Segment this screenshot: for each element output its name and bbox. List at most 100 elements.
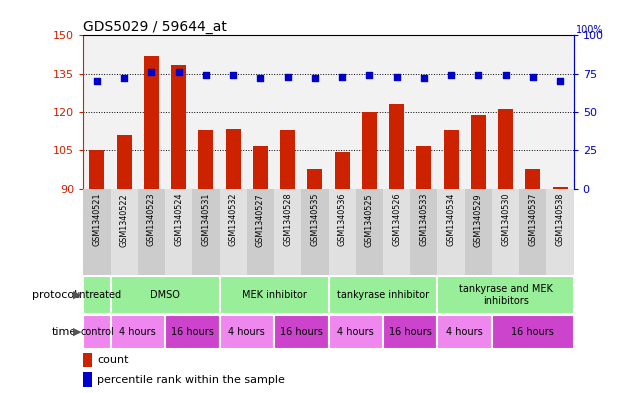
Text: MEK inhibitor: MEK inhibitor (242, 290, 306, 300)
Bar (83, 372, 92, 387)
Bar (492, 189, 519, 275)
Bar (438, 276, 574, 314)
Point (119, 75, 129, 81)
Bar (165, 315, 219, 349)
Bar (362, 112, 377, 189)
Text: GSM1340522: GSM1340522 (120, 193, 129, 246)
Text: GSM1340525: GSM1340525 (365, 193, 374, 246)
Bar (192, 189, 219, 275)
Bar (111, 276, 219, 314)
Text: time: time (52, 327, 77, 337)
Text: GSM1340524: GSM1340524 (174, 193, 183, 246)
Text: ▶: ▶ (73, 290, 81, 300)
Bar (274, 189, 301, 275)
Bar (111, 189, 138, 275)
Point (392, 73, 402, 80)
Bar (526, 169, 540, 189)
Text: percentile rank within the sample: percentile rank within the sample (97, 375, 285, 385)
Text: count: count (97, 355, 129, 365)
Bar (171, 65, 186, 189)
Bar (138, 189, 165, 275)
Bar (389, 104, 404, 189)
Bar (301, 189, 329, 275)
Bar (410, 189, 438, 275)
Text: GSM1340529: GSM1340529 (474, 193, 483, 246)
Bar (83, 353, 92, 367)
Point (228, 72, 238, 78)
Bar (329, 189, 356, 275)
Text: GSM1340537: GSM1340537 (528, 193, 537, 246)
Text: tankyrase inhibitor: tankyrase inhibitor (337, 290, 429, 300)
Bar (438, 315, 492, 349)
Point (174, 69, 184, 75)
Point (92, 78, 102, 84)
Text: GSM1340535: GSM1340535 (310, 193, 319, 246)
Point (555, 78, 565, 84)
Point (146, 69, 156, 75)
Text: 16 hours: 16 hours (389, 327, 431, 337)
Bar (165, 189, 192, 275)
Bar (356, 189, 383, 275)
Bar (219, 315, 274, 349)
Text: GSM1340523: GSM1340523 (147, 193, 156, 246)
Text: 4 hours: 4 hours (446, 327, 483, 337)
Text: GSM1340534: GSM1340534 (447, 193, 456, 246)
Point (473, 72, 483, 78)
Text: GSM1340527: GSM1340527 (256, 193, 265, 246)
Bar (553, 187, 567, 189)
Text: GDS5029 / 59644_at: GDS5029 / 59644_at (83, 20, 227, 34)
Bar (280, 130, 295, 189)
Text: 4 hours: 4 hours (337, 327, 374, 337)
Text: 4 hours: 4 hours (119, 327, 156, 337)
Text: GSM1340530: GSM1340530 (501, 193, 510, 246)
Text: 16 hours: 16 hours (512, 327, 554, 337)
Bar (308, 169, 322, 189)
Bar (546, 189, 574, 275)
Point (419, 75, 429, 81)
Bar (111, 315, 165, 349)
Text: GSM1340521: GSM1340521 (92, 193, 101, 246)
Bar (383, 315, 438, 349)
Point (528, 73, 538, 80)
Point (364, 72, 374, 78)
Bar (471, 114, 486, 189)
Bar (117, 135, 131, 189)
Point (255, 75, 265, 81)
Point (337, 73, 347, 80)
Bar (144, 56, 159, 189)
Point (501, 72, 511, 78)
Text: ▶: ▶ (73, 327, 81, 337)
Bar (90, 150, 104, 189)
Bar (219, 276, 329, 314)
Text: protocol: protocol (31, 290, 77, 300)
Bar (329, 315, 383, 349)
Bar (444, 130, 458, 189)
Bar (226, 129, 240, 189)
Text: control: control (80, 327, 114, 337)
Bar (83, 315, 111, 349)
Bar (219, 189, 247, 275)
Text: 100%: 100% (576, 25, 604, 35)
Text: 16 hours: 16 hours (171, 327, 213, 337)
Point (446, 72, 456, 78)
Text: tankyrase and MEK
inhibitors: tankyrase and MEK inhibitors (459, 284, 553, 305)
Bar (329, 276, 438, 314)
Text: untreated: untreated (73, 290, 121, 300)
Bar (492, 315, 574, 349)
Bar (498, 109, 513, 189)
Text: GSM1340536: GSM1340536 (338, 193, 347, 246)
Text: GSM1340533: GSM1340533 (419, 193, 428, 246)
Bar (417, 147, 431, 189)
Text: DMSO: DMSO (150, 290, 180, 300)
Text: GSM1340526: GSM1340526 (392, 193, 401, 246)
Bar (383, 189, 410, 275)
Bar (247, 189, 274, 275)
Point (310, 75, 320, 81)
Text: 16 hours: 16 hours (280, 327, 322, 337)
Point (201, 72, 211, 78)
Bar (438, 189, 465, 275)
Bar (83, 276, 111, 314)
Bar (335, 152, 349, 189)
Text: GSM1340528: GSM1340528 (283, 193, 292, 246)
Bar (519, 189, 546, 275)
